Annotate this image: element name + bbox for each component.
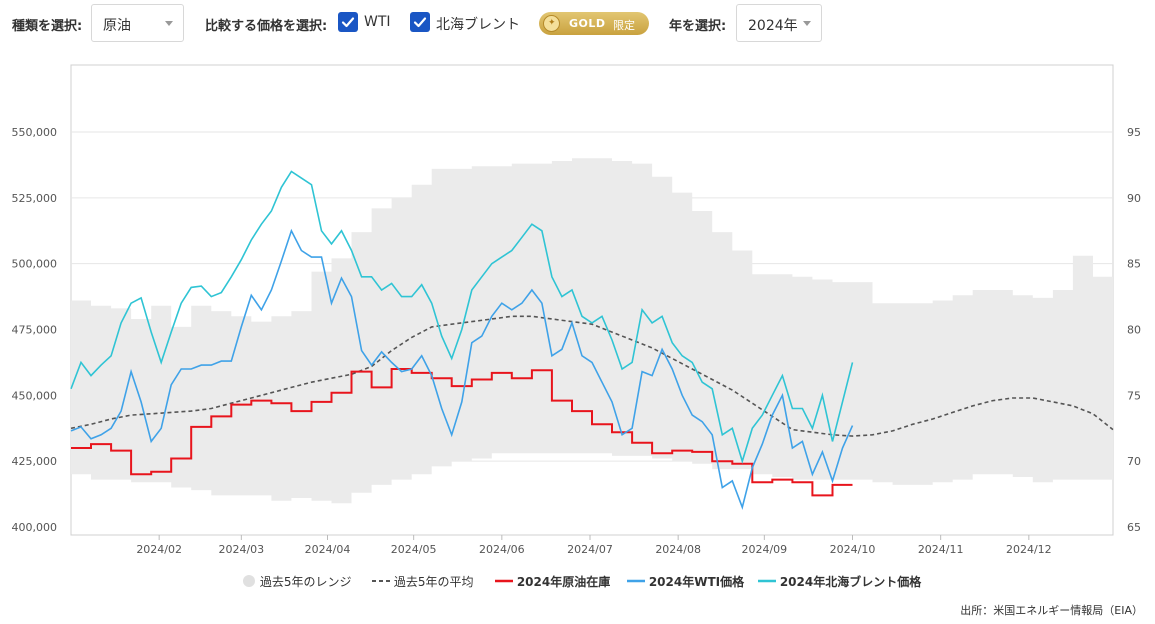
x-tick-label: 2024/12 — [1006, 543, 1052, 556]
legend-item-avg[interactable]: 過去5年の平均 — [372, 573, 473, 590]
x-tick-label: 2024/07 — [567, 543, 613, 556]
x-tick-label: 2024/04 — [305, 543, 351, 556]
legend-line-icon — [627, 579, 645, 583]
source-note: 出所：米国エネルギー情報局（EIA） — [960, 604, 1143, 617]
legend-item-brent[interactable]: 2024年北海ブレント価格 — [758, 573, 921, 590]
check-icon — [413, 17, 427, 28]
gold-text: GOLD — [569, 17, 606, 30]
x-tick-label: 2024/05 — [391, 543, 437, 556]
right-tick-label: 95 — [1127, 126, 1141, 139]
wti-checkbox-label[interactable]: WTI — [364, 14, 391, 30]
x-tick-label: 2024/10 — [830, 543, 876, 556]
right-tick-label: 90 — [1127, 192, 1141, 205]
wti-line — [70, 228, 854, 510]
brent-checkbox-label[interactable]: 北海ブレント — [436, 17, 520, 33]
right-tick-label: 75 — [1127, 389, 1141, 402]
right-tick-label: 70 — [1127, 455, 1141, 468]
legend-label-avg: 過去5年の平均 — [393, 575, 474, 589]
x-tick-label: 2024/09 — [741, 543, 787, 556]
legend-item-wti[interactable]: 2024年WTI価格 — [627, 573, 744, 590]
x-tick-label: 2024/02 — [136, 543, 182, 556]
gold-badge[interactable]: ✦ GOLD 限定 — [539, 12, 649, 35]
year-select-value: 2024年 — [748, 18, 798, 34]
chevron-down-icon — [803, 21, 811, 26]
compare-label: 比較する価格を選択: — [205, 19, 328, 34]
gold-mark-icon: ✦ — [548, 18, 556, 28]
legend-item-inventory[interactable]: 2024年原油在庫 — [495, 573, 610, 590]
legend-dash-icon — [372, 580, 390, 582]
x-tick-label: 2024/03 — [218, 543, 264, 556]
right-tick-label: 80 — [1127, 324, 1141, 337]
wti-checkbox[interactable] — [338, 12, 358, 32]
left-tick-label: 425,000 — [12, 455, 58, 468]
legend-label-brent: 2024年北海ブレント価格 — [779, 575, 922, 589]
check-icon — [341, 17, 355, 28]
brent-line — [70, 170, 854, 464]
right-tick-label: 85 — [1127, 258, 1141, 271]
inventory-line — [71, 368, 853, 497]
brent-checkbox[interactable] — [410, 12, 430, 32]
legend-item-range[interactable]: 過去5年のレンジ — [242, 573, 351, 590]
legend-label-wti: 2024年WTI価格 — [648, 575, 745, 589]
legend-line-icon — [758, 579, 776, 583]
chevron-down-icon — [165, 21, 173, 26]
x-tick-label: 2024/11 — [918, 543, 964, 556]
legend-line-icon — [495, 579, 513, 583]
gold-coin-icon — [543, 15, 560, 32]
left-tick-label: 500,000 — [12, 258, 58, 271]
inventory-price-chart: 400,000 425,000 450,000 475,000 500,000 525,0… — [12, 64, 1141, 556]
left-tick-label: 450,000 — [12, 389, 58, 402]
avg-line — [70, 315, 1114, 437]
gold-limited-text: 限定 — [613, 19, 635, 32]
right-tick-label: 65 — [1127, 521, 1141, 534]
legend-label-inventory: 2024年原油在庫 — [516, 575, 611, 589]
type-select[interactable]: 原油 — [91, 4, 184, 42]
legend-dot-icon — [243, 575, 255, 587]
left-tick-label: 400,000 — [12, 521, 58, 534]
type-select-value: 原油 — [103, 18, 131, 34]
year-select[interactable]: 2024年 — [736, 4, 822, 42]
left-tick-label: 525,000 — [12, 192, 58, 205]
range-band — [71, 158, 1113, 504]
x-tick-label: 2024/08 — [655, 543, 701, 556]
left-tick-label: 475,000 — [12, 324, 58, 337]
left-tick-label: 550,000 — [12, 126, 58, 139]
type-select-label: 種類を選択: — [12, 19, 83, 34]
year-select-label: 年を選択: — [669, 19, 727, 34]
legend-label-range: 過去5年のレンジ — [259, 575, 352, 589]
x-tick-label: 2024/06 — [479, 543, 525, 556]
